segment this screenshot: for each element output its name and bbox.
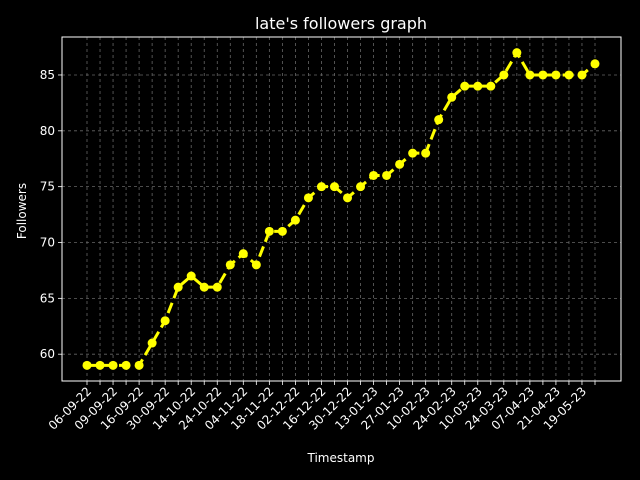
data-point xyxy=(434,115,444,125)
data-point xyxy=(225,260,235,270)
data-point xyxy=(343,193,353,203)
data-point xyxy=(173,282,183,292)
data-point xyxy=(486,81,496,91)
followers-series xyxy=(82,48,600,370)
data-point xyxy=(316,182,326,192)
data-point xyxy=(134,360,144,370)
data-point xyxy=(108,360,118,370)
data-point xyxy=(577,70,587,80)
data-point xyxy=(538,70,548,80)
y-tick-label: 65 xyxy=(40,291,55,305)
data-point xyxy=(408,148,418,158)
data-point xyxy=(473,81,483,91)
data-point xyxy=(447,92,457,102)
y-tick-label: 85 xyxy=(40,68,55,82)
data-point xyxy=(186,271,196,281)
data-point xyxy=(238,249,248,259)
data-point xyxy=(499,70,509,80)
data-point xyxy=(303,193,313,203)
data-point xyxy=(199,282,209,292)
data-point xyxy=(264,226,274,236)
plot-frame xyxy=(61,36,622,382)
x-axis-label: Timestamp xyxy=(307,451,375,465)
axes xyxy=(58,36,622,385)
data-point xyxy=(82,360,92,370)
data-point xyxy=(277,226,287,236)
data-point xyxy=(525,70,535,80)
y-tick-label: 75 xyxy=(40,180,55,194)
y-tick-label: 80 xyxy=(40,124,55,138)
data-point xyxy=(421,148,431,158)
data-point xyxy=(369,170,379,180)
chart-title: late's followers graph xyxy=(255,14,427,33)
data-point xyxy=(160,316,170,326)
data-point xyxy=(121,360,131,370)
data-point xyxy=(251,260,261,270)
data-point xyxy=(382,170,392,180)
data-point xyxy=(147,338,157,348)
y-tick-label: 70 xyxy=(40,236,55,250)
y-tick-label: 60 xyxy=(40,347,55,361)
data-point xyxy=(590,59,600,69)
data-point xyxy=(329,182,339,192)
data-point xyxy=(356,182,366,192)
y-axis-label: Followers xyxy=(15,183,29,239)
data-point xyxy=(512,48,522,58)
data-point xyxy=(212,282,222,292)
data-point xyxy=(460,81,470,91)
data-point xyxy=(290,215,300,225)
data-point xyxy=(395,159,405,169)
data-point xyxy=(95,360,105,370)
data-point xyxy=(551,70,561,80)
series-line xyxy=(87,51,596,367)
data-point xyxy=(564,70,574,80)
